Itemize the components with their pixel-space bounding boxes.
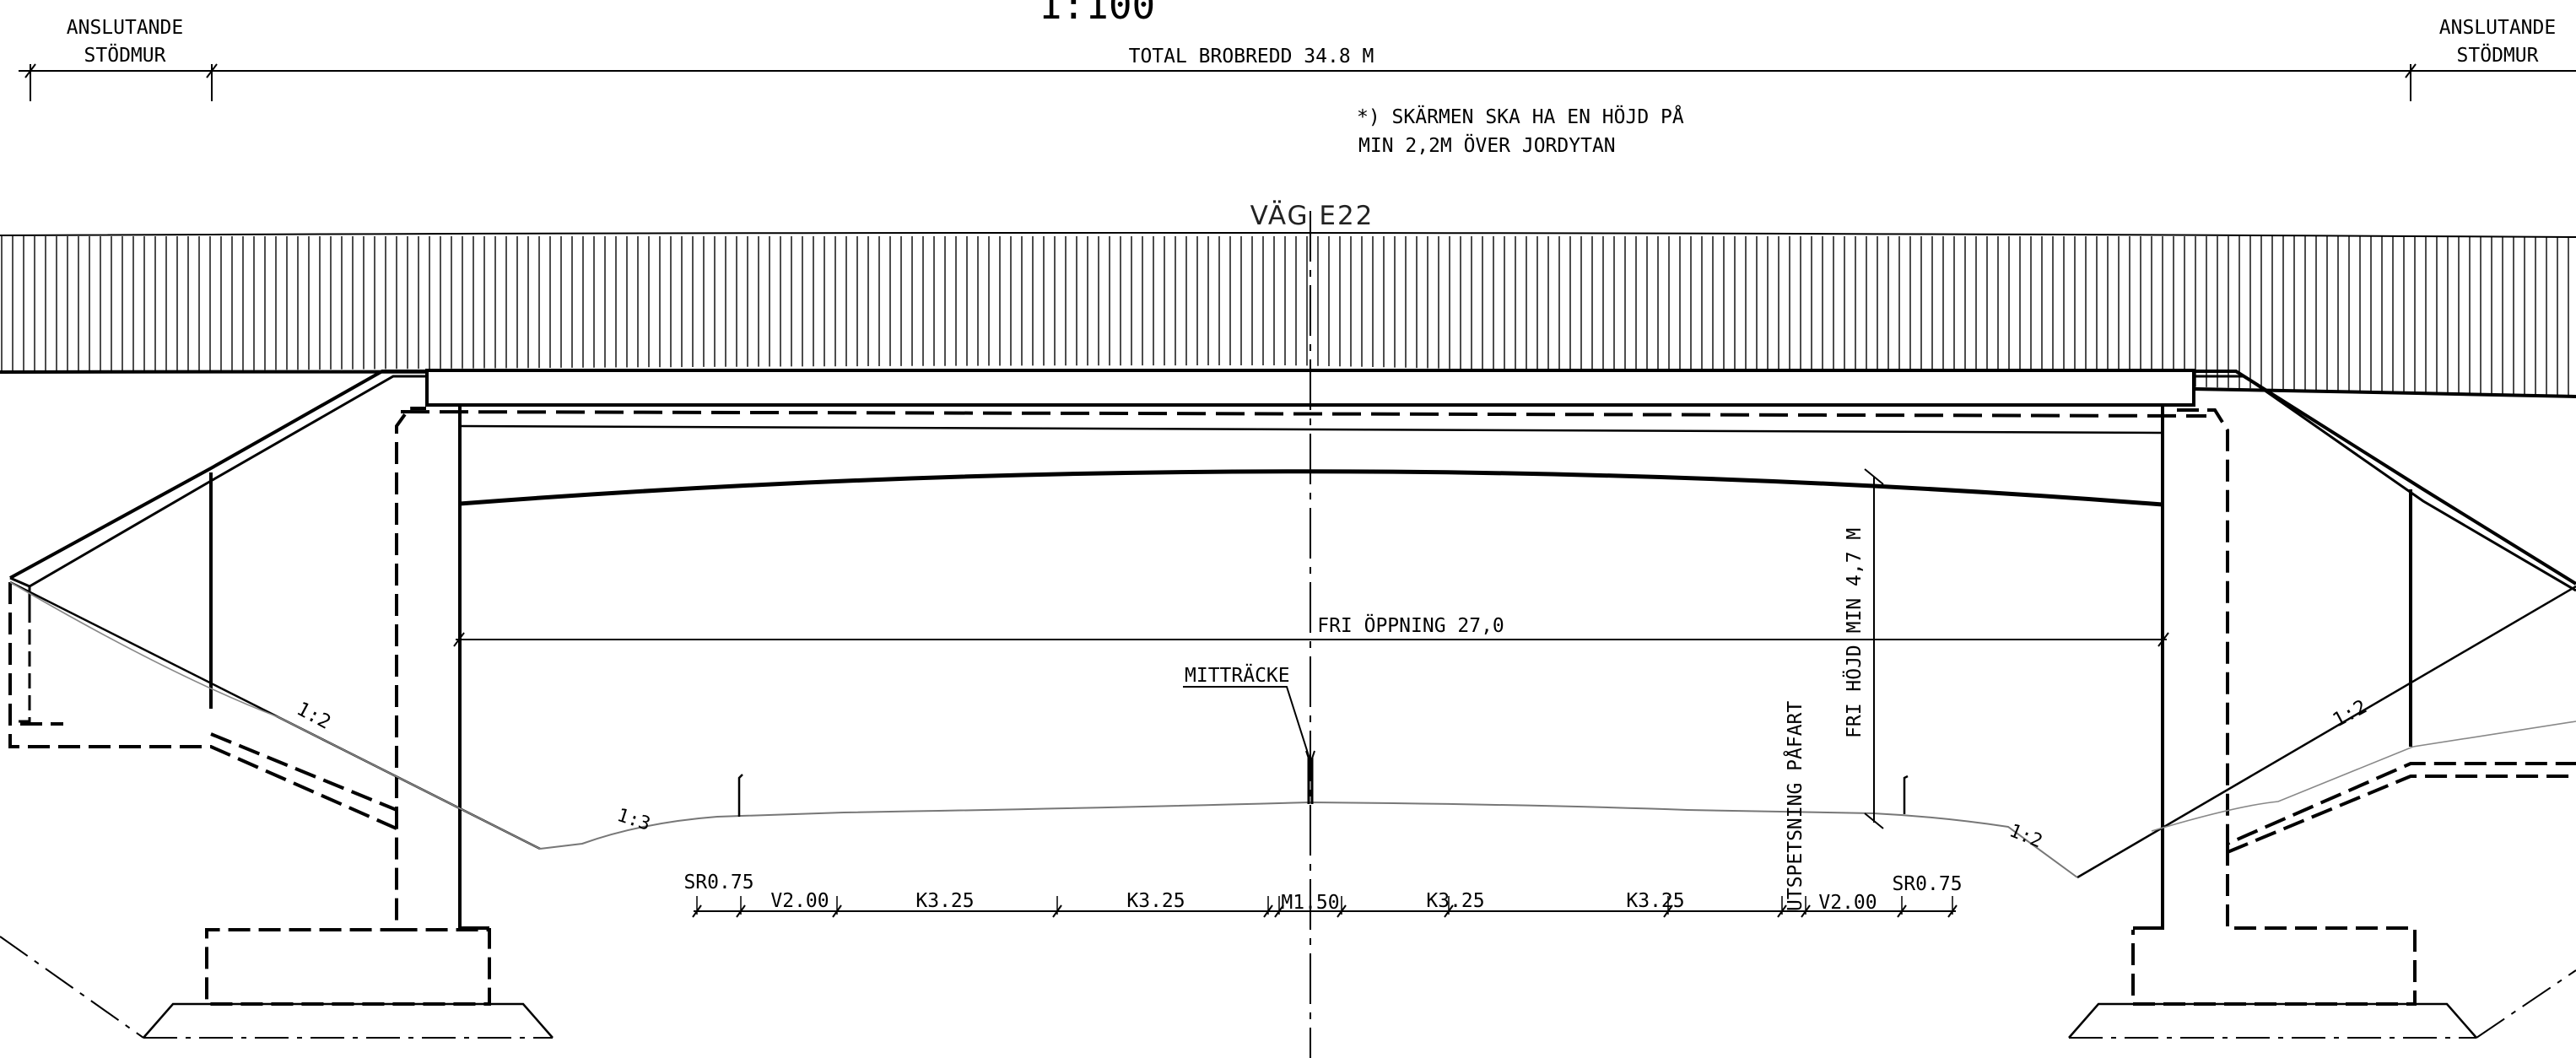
right-abutment	[2068, 370, 2576, 1039]
lane-label: K3.25	[1126, 890, 1185, 912]
barrier-posts	[737, 758, 1909, 817]
clear-height-label: FRI HÖJD MIN 4,7 M	[1842, 528, 1866, 738]
lane-dimension-chain: SR0.75 V2.00 K3.25 K3.25 M1.50 K3.25 K3.25 V2.0…	[683, 872, 1963, 918]
lane-label: K3.25	[1626, 890, 1684, 912]
median-barrier-label: MITTRÄCKE	[1185, 663, 1290, 687]
clear-height-dimension	[1864, 468, 1884, 829]
clear-opening-label: FRI ÖPPNING 27,0	[1317, 613, 1504, 637]
lane-label: V2.00	[1818, 892, 1877, 914]
road-name: VÄG E22	[1250, 201, 1374, 231]
left-wall-label: ANSLUTANDE STÖDMUR	[67, 17, 183, 67]
lane-label: K3.25	[915, 890, 974, 912]
total-width-label: TOTAL BROBREDD 34.8 M	[1129, 46, 1374, 67]
slope-left-ditch: 1:3	[614, 805, 653, 835]
right-wall-label: ANSLUTANDE STÖDMUR	[2439, 17, 2556, 67]
ground-profile	[539, 801, 2078, 878]
median-barrier-leader	[1183, 686, 1311, 762]
note-line2: MIN 2,2M ÖVER JORDYTAN	[1358, 133, 1616, 157]
right-wall-label-line2: STÖDMUR	[2457, 43, 2539, 67]
clear-opening-dimension	[453, 632, 2169, 647]
left-abutment	[0, 370, 554, 1039]
screen-height-note: *) SKÄRMEN SKA HA EN HÖJD PÅ MIN 2,2M ÖV…	[1357, 105, 1684, 157]
right-wall-label-line1: ANSLUTANDE	[2439, 17, 2556, 39]
lane-label: SR0.75	[683, 872, 753, 893]
left-wall-label-line1: ANSLUTANDE	[67, 17, 183, 39]
left-wall-label-line2: STÖDMUR	[84, 43, 166, 67]
note-line1: *) SKÄRMEN SKA HA EN HÖJD PÅ	[1357, 105, 1684, 128]
lane-label: M1.50	[1281, 892, 1339, 914]
total-width-dimension	[19, 63, 2576, 101]
bridge-deck	[400, 369, 2207, 507]
slope-right-ditch: 1:2	[2006, 820, 2045, 852]
lane-label: SR0.75	[1892, 873, 1962, 895]
ramp-widening-label: UTSPETSNING PÅFART	[1783, 701, 1806, 911]
embankment-hatch	[1, 236, 2569, 397]
lane-label: K3.25	[1426, 890, 1484, 912]
lane-label: V2.00	[770, 890, 829, 912]
scale-label: 1:100	[1039, 0, 1155, 28]
